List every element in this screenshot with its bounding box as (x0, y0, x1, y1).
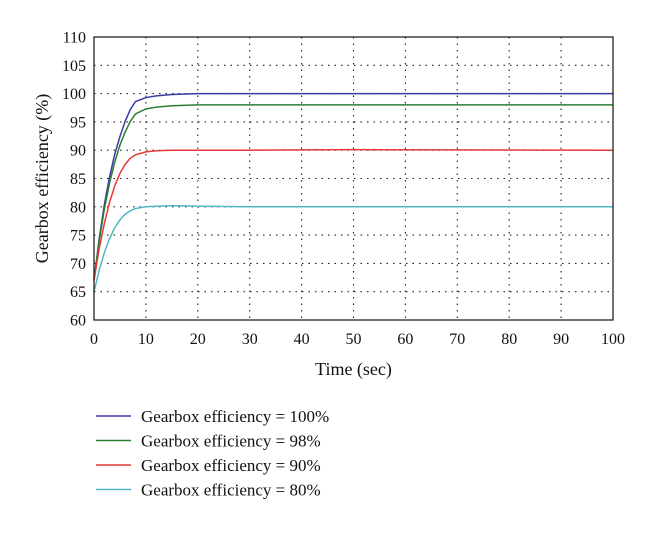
y-tick-label: 65 (70, 284, 86, 301)
series-line-3 (93, 148, 614, 281)
x-tick-label: 10 (138, 331, 154, 348)
x-tick-label: 60 (397, 331, 413, 348)
y-tick-label: 85 (70, 171, 86, 188)
series-line-4 (93, 204, 613, 292)
y-tick-label: 70 (70, 256, 86, 273)
legend-entry-3: Gearbox efficiency = 90% (141, 456, 321, 475)
legend-entry-4: Gearbox efficiency = 80% (141, 481, 321, 500)
series-lines (93, 92, 614, 292)
legend: Gearbox efficiency = 100% Gearbox efficie… (96, 407, 329, 500)
x-tick-label: 90 (553, 331, 569, 348)
y-axis-title: Gearbox efficiency (%) (32, 94, 53, 264)
legend-entry-1: Gearbox efficiency = 100% (141, 407, 329, 426)
x-tick-label: 40 (294, 331, 310, 348)
y-tick-label: 110 (63, 30, 86, 47)
plot-frame (93, 36, 614, 321)
y-tick-label: 75 (70, 228, 86, 245)
x-tick-label: 30 (242, 331, 258, 348)
x-tick-label: 70 (449, 331, 465, 348)
grid (94, 37, 613, 320)
y-tick-label: 105 (62, 58, 86, 75)
y-tick-label: 80 (70, 199, 86, 216)
x-tick-label: 80 (501, 331, 517, 348)
series-line-2 (93, 104, 613, 281)
x-tick-label: 50 (346, 331, 362, 348)
y-tick-label: 60 (70, 313, 86, 330)
x-tick-label: 100 (601, 331, 625, 348)
tick-labels: 0 10 20 30 40 50 60 70 80 90 100 60 65 70 75 80 85 90 95 10… (62, 30, 625, 349)
x-axis-title: Time (sec) (315, 359, 392, 380)
y-tick-label: 90 (70, 143, 86, 160)
x-tick-label: 0 (90, 331, 98, 348)
x-tick-label: 20 (190, 331, 206, 348)
y-tick-label: 100 (62, 86, 86, 103)
y-tick-label: 95 (70, 114, 86, 131)
legend-entry-2: Gearbox efficiency = 98% (141, 432, 321, 451)
series-line-1 (93, 92, 613, 281)
